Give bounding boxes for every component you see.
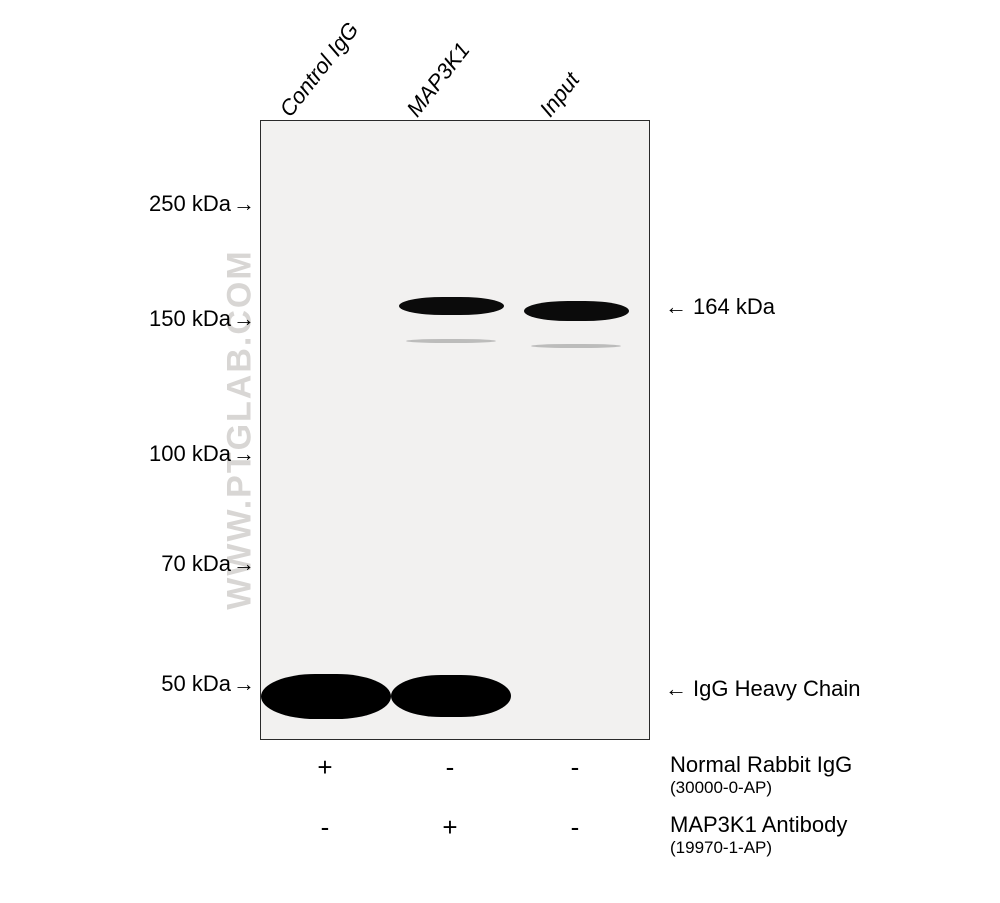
treatment-sublabel: (30000-0-AP) xyxy=(670,778,852,798)
marker-50kda: 50 kDa→ xyxy=(161,671,255,697)
target-label-igg-heavy-chain: ←IgG Heavy Chain xyxy=(665,676,861,702)
blot-band xyxy=(399,297,504,315)
treatment-sign: - xyxy=(310,812,340,843)
marker-70kda: 70 kDa→ xyxy=(161,551,255,577)
marker-250kda: 250 kDa→ xyxy=(149,191,255,217)
arrow-right-icon: → xyxy=(233,441,255,467)
blot-band xyxy=(524,301,629,321)
treatment-sign: + xyxy=(435,812,465,843)
marker-150kda: 150 kDa→ xyxy=(149,306,255,332)
lane-label-control-igg: Control IgG xyxy=(275,17,365,122)
arrow-left-icon: ← xyxy=(665,294,687,319)
treatment-sign: - xyxy=(435,752,465,783)
figure-container: WWW.PTGLAB.COM Control IgG MAP3K1 Input … xyxy=(0,0,1000,903)
treatment-sign: - xyxy=(560,812,590,843)
treatment-label-normal-rabbit-igg: Normal Rabbit IgG (30000-0-AP) xyxy=(670,752,852,798)
target-label-164kda: ←164 kDa xyxy=(665,294,775,320)
lane-label-input: Input xyxy=(535,67,586,122)
arrow-right-icon: → xyxy=(233,191,255,217)
treatment-sign: + xyxy=(310,752,340,783)
arrow-right-icon: → xyxy=(233,306,255,332)
treatment-sublabel: (19970-1-AP) xyxy=(670,838,847,858)
blot-band xyxy=(391,675,511,717)
arrow-right-icon: → xyxy=(233,671,255,697)
blot-band xyxy=(261,674,391,719)
lane-label-map3k1: MAP3K1 xyxy=(402,38,476,122)
blot-membrane xyxy=(260,120,650,740)
treatment-label-map3k1-antibody: MAP3K1 Antibody (19970-1-AP) xyxy=(670,812,847,858)
marker-100kda: 100 kDa→ xyxy=(149,441,255,467)
arrow-right-icon: → xyxy=(233,551,255,577)
arrow-left-icon: ← xyxy=(665,676,687,701)
treatment-sign: - xyxy=(560,752,590,783)
blot-band xyxy=(406,339,496,343)
blot-band xyxy=(531,344,621,348)
